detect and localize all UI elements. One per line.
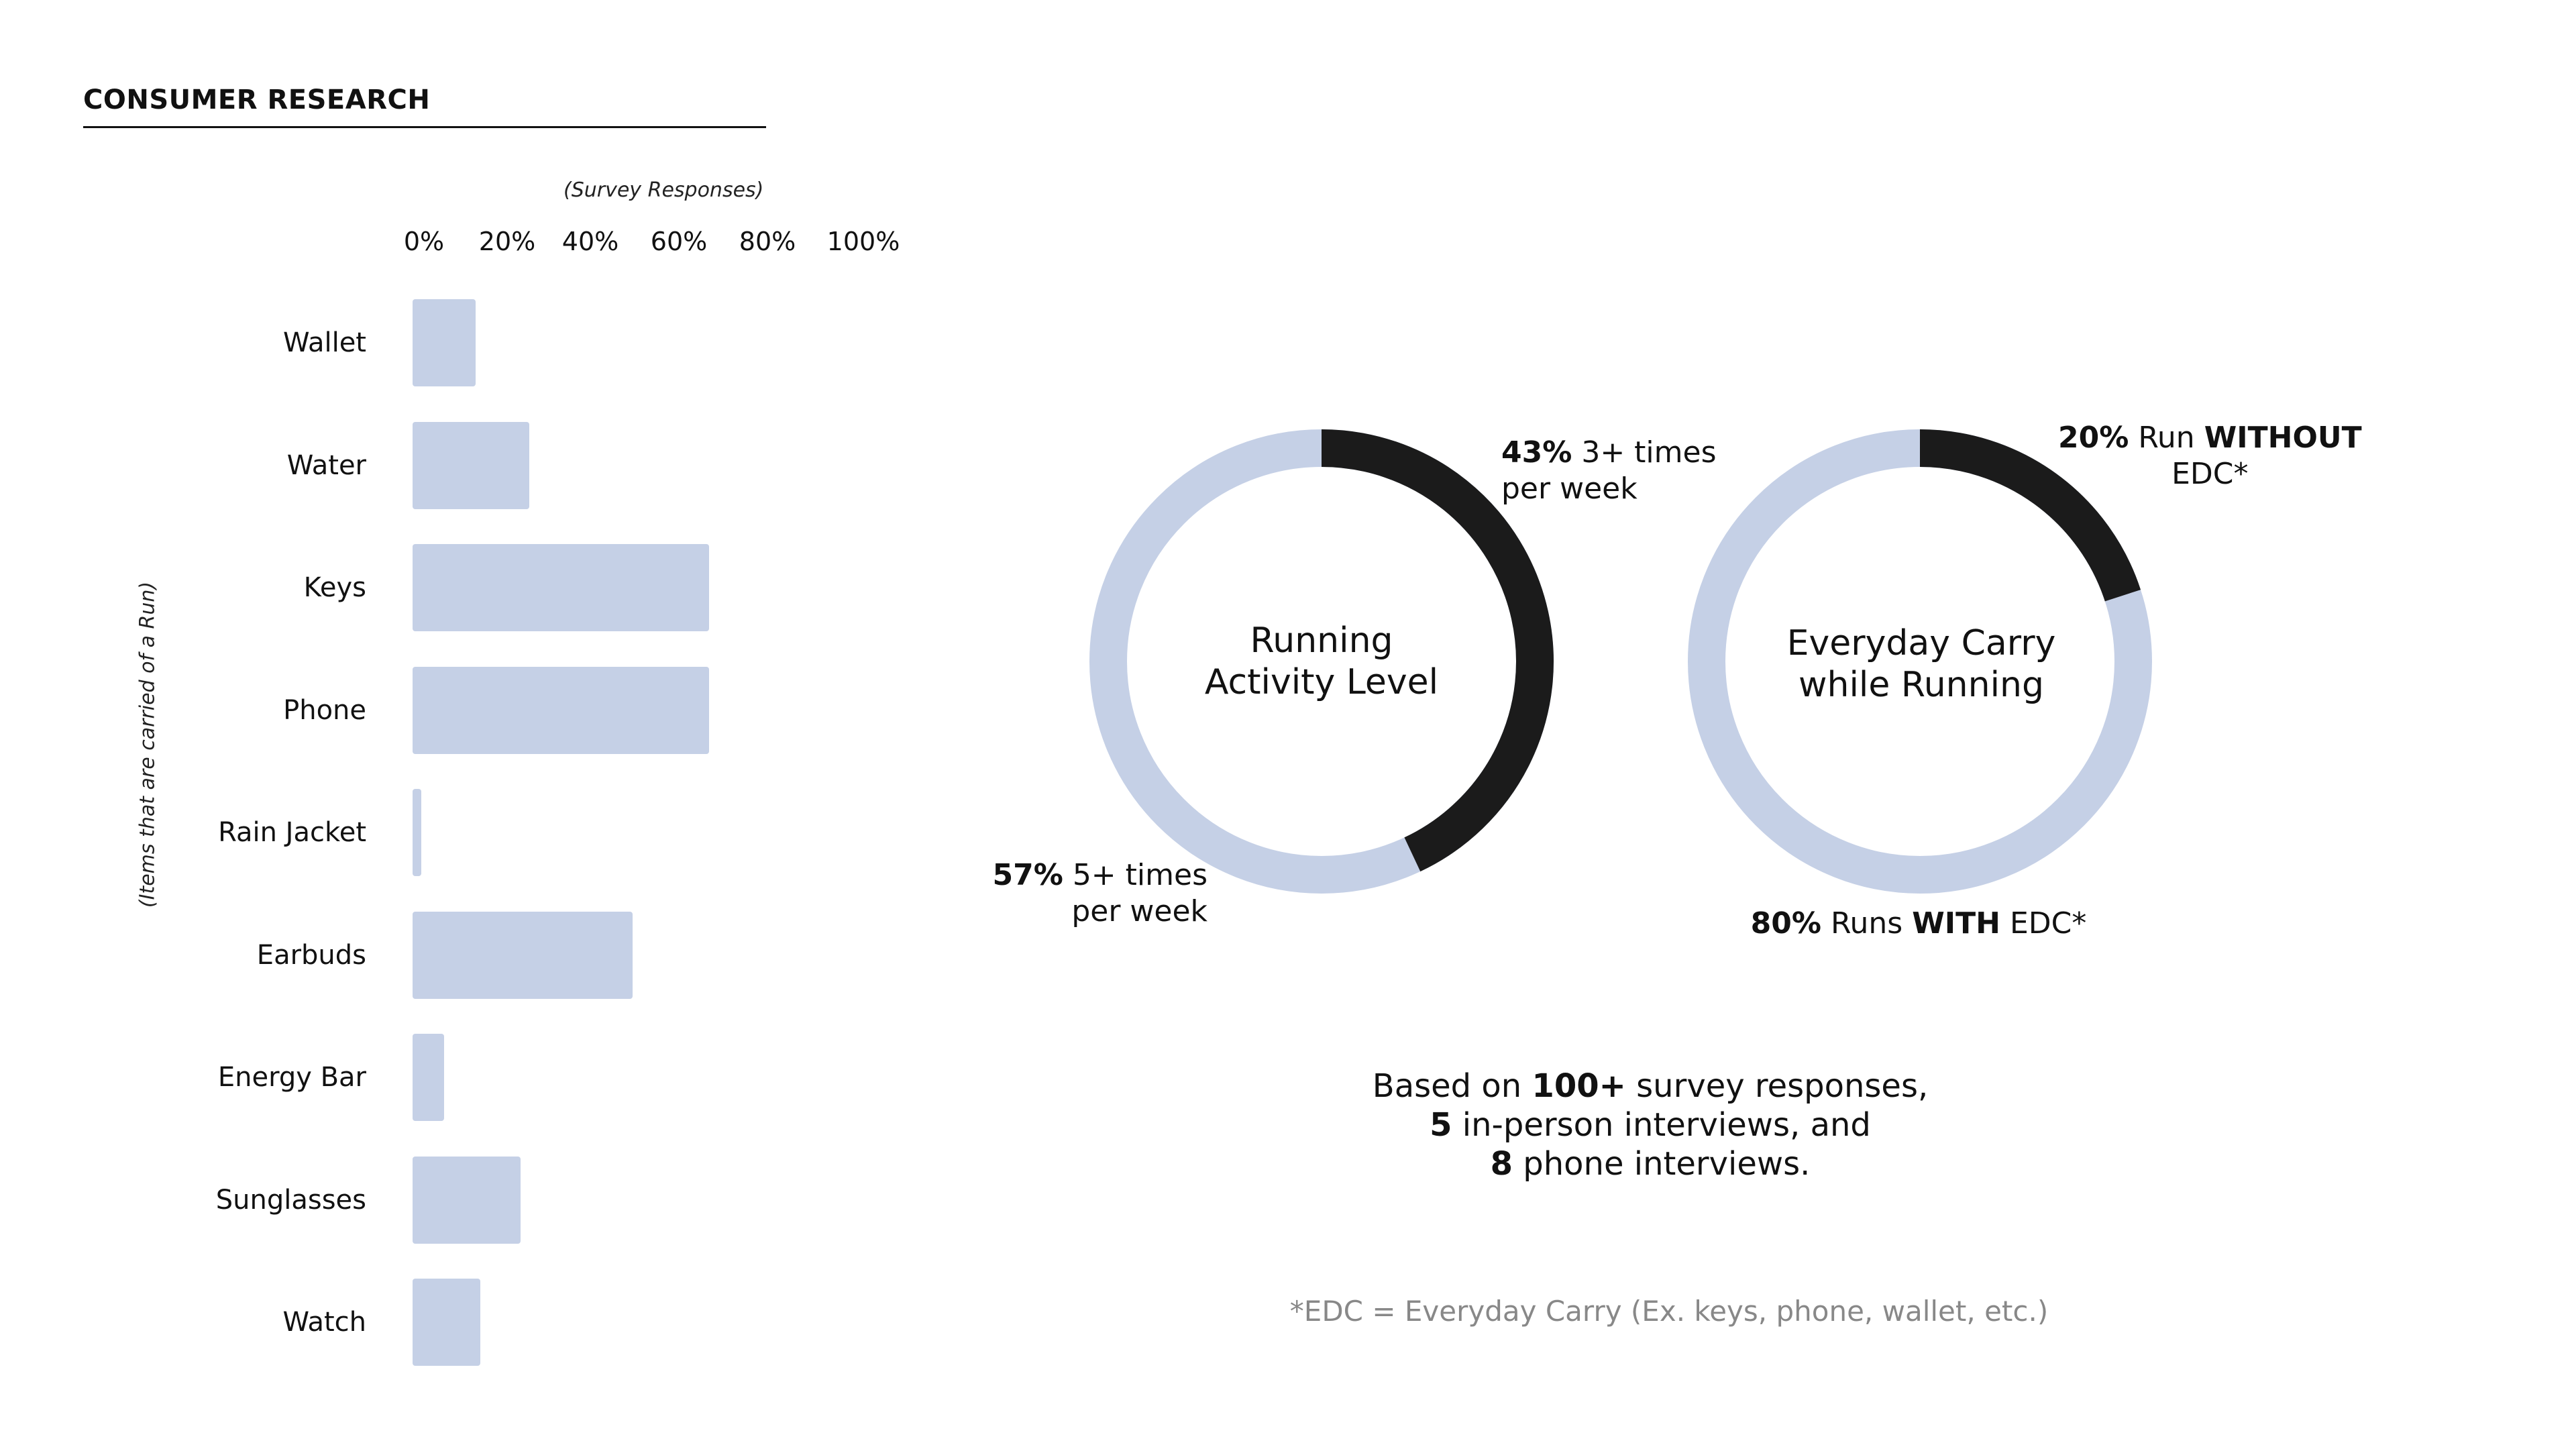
slice-label-3plus: 43% 3+ times per week xyxy=(1501,435,1717,506)
category-label: Watch xyxy=(282,1307,366,1338)
bar-watch xyxy=(413,1279,480,1366)
slice-label-with-edc: 80% Runs WITH EDC* xyxy=(1750,906,2087,941)
category-label: Energy Bar xyxy=(217,1062,366,1093)
x-tick-label: 40% xyxy=(561,227,619,256)
donut-chart-edc xyxy=(1688,429,2152,894)
section-title: CONSUMER RESEARCH xyxy=(83,85,431,115)
category-label: Water xyxy=(286,449,366,481)
x-tick-label: 60% xyxy=(650,227,708,256)
bar-keys xyxy=(413,544,710,631)
y-axis-caption: (Items that are carried of a Run) xyxy=(136,581,160,908)
donut-slice-without-edc xyxy=(1919,429,2141,602)
slice-label-without-edc: 20% Run WITHOUT EDC* xyxy=(2058,421,2362,491)
donut-chart-activity xyxy=(1089,429,1554,894)
bar-sunglasses xyxy=(413,1156,521,1244)
donut-title-edc: Everyday Carry while Running xyxy=(1786,623,2056,705)
category-label: Sunglasses xyxy=(215,1184,366,1216)
bar-rain-jacket xyxy=(413,789,422,876)
research-summary: Based on 100+ survey responses, 5 in-per… xyxy=(1372,1067,1929,1183)
donut-slice-3plus xyxy=(1321,429,1554,872)
x-tick-label: 0% xyxy=(403,227,445,256)
bar-phone xyxy=(413,666,710,754)
x-tick-label: 80% xyxy=(739,227,796,256)
bar-energy-bar xyxy=(413,1034,444,1121)
category-label: Phone xyxy=(283,694,366,726)
bar-water xyxy=(413,421,530,509)
title-underline xyxy=(83,126,766,128)
x-tick-label: 100% xyxy=(826,227,900,256)
category-label: Earbuds xyxy=(256,939,366,971)
bar-earbuds xyxy=(413,911,633,999)
x-axis-caption: (Survey Responses) xyxy=(564,178,764,202)
edc-footnote: *EDC = Everyday Carry (Ex. keys, phone, … xyxy=(1289,1295,2049,1328)
category-label: Rain Jacket xyxy=(218,817,366,848)
category-label: Keys xyxy=(303,572,366,603)
bar-wallet xyxy=(413,299,476,386)
category-label: Wallet xyxy=(282,327,366,358)
slice-label-5plus: 57% 5+ times per week xyxy=(992,858,1208,928)
x-tick-label: 20% xyxy=(478,227,536,256)
donut-title-activity: Running Activity Level xyxy=(1204,621,1439,702)
